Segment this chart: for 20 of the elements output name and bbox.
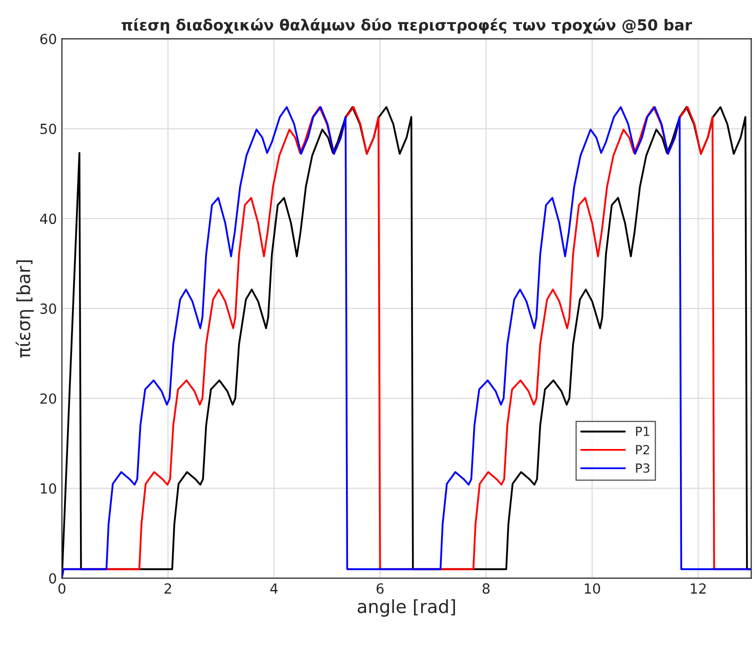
legend-label: P1 (636, 426, 650, 436)
y-tick-label: 20 (40, 393, 56, 404)
y-tick-label: 60 (40, 34, 56, 44)
y-tick-label: 40 (40, 214, 56, 224)
x-tick-label: 4 (270, 583, 278, 594)
legend-label: P2 (636, 444, 650, 454)
x-axis-title: angle [rad] (358, 599, 455, 617)
legend-label: P3 (636, 463, 650, 473)
y-tick-label: 50 (40, 124, 56, 134)
x-tick-label: 8 (482, 583, 490, 594)
x-tick-label: 2 (164, 583, 171, 594)
y-axis-title: πίεση [bar] (16, 260, 34, 358)
x-tick-label: 0 (58, 583, 66, 594)
y-tick-label: 0 (49, 573, 56, 584)
chart-title: πίεση διαδοχικών θαλάμων δύο περιστροφές των τροχών @50 bar (122, 18, 692, 34)
x-tick-label: 6 (376, 583, 384, 594)
x-tick-label: 10 (584, 583, 600, 594)
x-tick-label: 12 (690, 583, 706, 594)
y-tick-label: 10 (40, 483, 56, 494)
y-tick-label: 30 (40, 303, 56, 314)
